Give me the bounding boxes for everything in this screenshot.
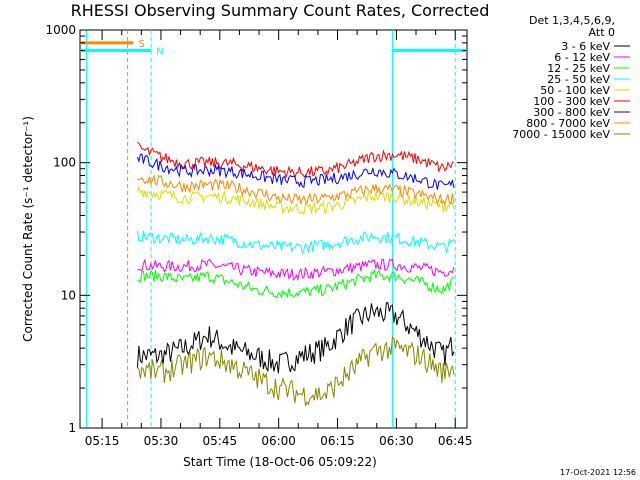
series-line [137, 258, 455, 282]
series-group [136, 141, 455, 407]
y-tick-label: 100 [53, 156, 76, 170]
y-tick-label: 10 [61, 288, 76, 302]
legend-label: 25 - 50 keV [547, 73, 610, 86]
annotation-label: S [138, 39, 144, 50]
x-tick-label: 05:45 [203, 434, 238, 448]
series-line [136, 185, 455, 216]
x-tick-label: 06:30 [379, 434, 414, 448]
x-tick-label: 05:15 [85, 434, 120, 448]
annotation-bars: SN [80, 39, 467, 58]
legend-label: 300 - 800 keV [533, 106, 610, 119]
axis-ticks: 1 10 100 1000 05:15 05:30 05:45 06:00 06:15 06:30… [45, 23, 472, 448]
legend-label: 12 - 25 keV [547, 62, 610, 75]
x-tick-label: 06:00 [261, 434, 296, 448]
legend-label: 100 - 300 keV [533, 95, 610, 108]
x-tick-label: 06:15 [320, 434, 355, 448]
series-line [137, 335, 455, 407]
series-line [137, 268, 455, 299]
legend-label: 3 - 6 keV [561, 40, 610, 53]
plot-frame [79, 29, 468, 429]
timestamp: 17-Oct-2021 12:56 [560, 468, 636, 477]
legend-label: 6 - 12 keV [554, 51, 610, 64]
legend-label: 50 - 100 keV [540, 84, 610, 97]
series-line [137, 141, 455, 180]
x-axis-label: Start Time (18-Oct-06 05:09:22) [183, 455, 377, 469]
legend-label: 800 - 7000 keV [526, 117, 610, 130]
y-tick-label: 1000 [45, 23, 76, 37]
annotation-label: N [156, 47, 163, 58]
series-line [136, 230, 455, 255]
legend-header: Att 0 [589, 26, 615, 39]
legend-label: 7000 - 15000 keV [512, 128, 610, 141]
chart-title: RHESSI Observing Summary Count Rates, Co… [71, 1, 490, 20]
series-line [137, 173, 455, 207]
series-line [136, 302, 455, 374]
legend-header: Det 1,3,4,5,6,9, [529, 14, 615, 27]
series-line [136, 153, 455, 190]
x-tick-label: 05:30 [144, 434, 179, 448]
y-axis-label: Corrected Count Rate (s⁻¹ detector⁻¹) [21, 116, 35, 342]
y-tick-label: 1 [68, 421, 76, 435]
reference-lines [85, 30, 456, 428]
x-tick-label: 06:45 [438, 434, 473, 448]
